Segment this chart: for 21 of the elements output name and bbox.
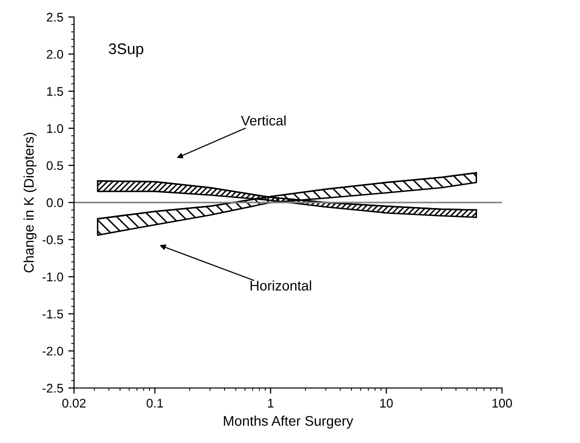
y-tick-label: -2.0 [42, 346, 64, 356]
x-tick-label: 1 [268, 398, 274, 408]
y-tick-label: -2.5 [42, 384, 64, 393]
y-tick-label: -1.5 [42, 310, 64, 318]
y-tick-label: 0.0 [46, 198, 64, 208]
y-tick-label: -0.5 [42, 235, 64, 244]
x-tick-label: 0.02 [62, 398, 86, 408]
y-tick-label: 1.0 [47, 124, 64, 133]
x-tick-label: 10 [380, 398, 393, 408]
x-tick-label: 100 [492, 398, 512, 408]
annotation: 3Sup [108, 43, 144, 58]
x-tick-label: 0.1 [146, 398, 163, 408]
x-axis-title: Months After Surgery [224, 416, 354, 429]
y-tick-label: 1.5 [47, 87, 64, 96]
y-tick-label: 0.5 [46, 161, 64, 170]
annotation: Vertical [240, 115, 286, 126]
y-tick-label: 2.0 [46, 50, 64, 59]
y-axis-title: Change in K (Diopters) [24, 132, 36, 272]
y-tick-label: 2.5 [46, 12, 64, 22]
y-tick-label: -1.0 [42, 272, 64, 282]
annotation: Horizontal [250, 280, 312, 291]
